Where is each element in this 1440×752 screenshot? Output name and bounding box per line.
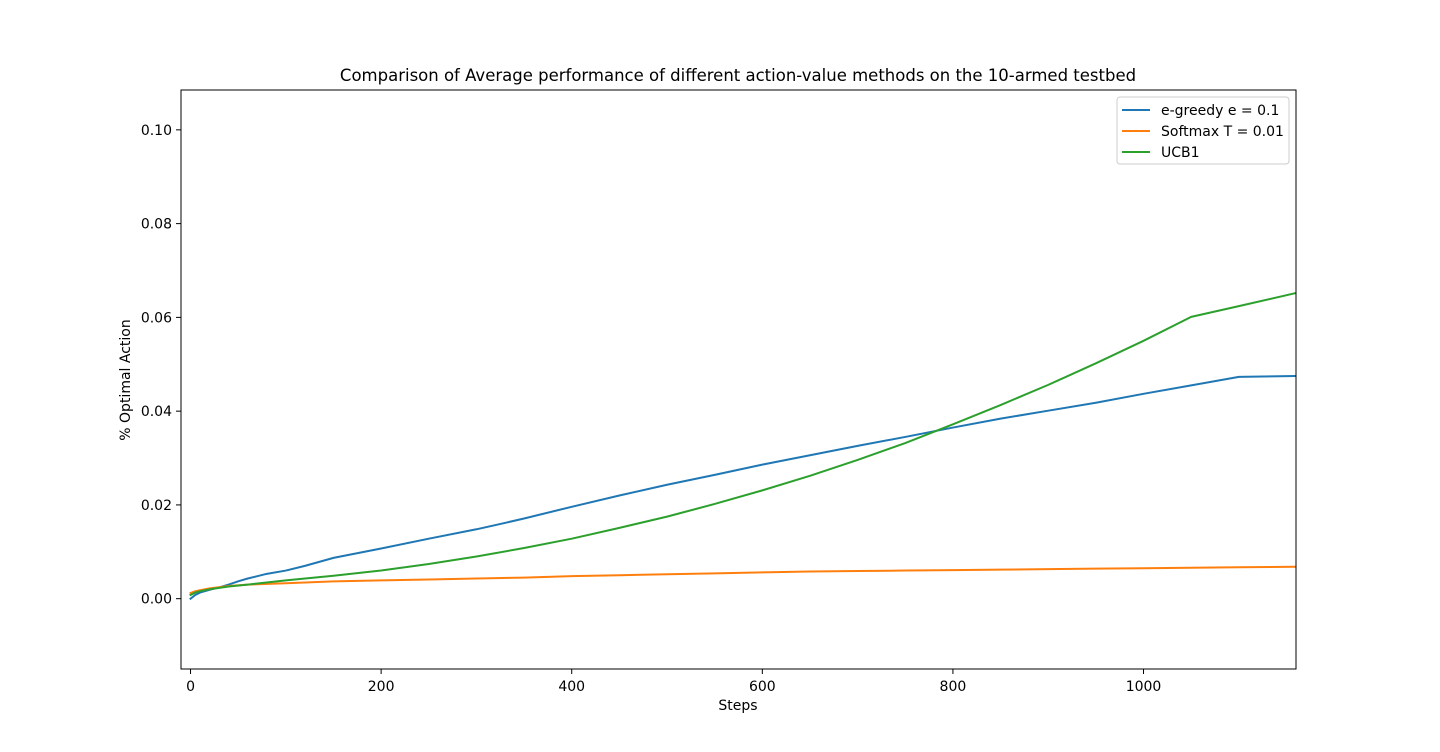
y-tick-label: 0.02: [141, 498, 172, 514]
legend-label: UCB1: [1161, 145, 1200, 161]
legend-entry: Softmax T = 0.01: [1122, 124, 1284, 140]
x-axis-label: Steps: [718, 698, 757, 714]
legend: e-greedy e = 0.1 Softmax T = 0.01 UCB1: [1116, 96, 1290, 165]
chart-title: Comparison of Average performance of dif…: [340, 66, 1136, 85]
legend-entry: UCB1: [1122, 145, 1200, 161]
plot-frame: [180, 89, 1297, 670]
y-tick-label: 0.06: [141, 310, 172, 326]
legend-entry: e-greedy e = 0.1: [1122, 103, 1279, 119]
legend-label: Softmax T = 0.01: [1161, 124, 1284, 140]
x-tick-label: 800: [940, 679, 967, 695]
x-tick-label: 600: [749, 679, 776, 695]
legend-box: [1116, 96, 1290, 165]
y-tick-label: 0.04: [141, 404, 172, 420]
series-line-1: [189, 374, 1296, 601]
x-tick-label: 0: [186, 679, 195, 695]
y-tick-label: 0.08: [141, 217, 172, 233]
y-tick-label: 0.00: [141, 592, 172, 608]
y-tick-label: 0.10: [141, 123, 172, 139]
y-axis-label: % Optimal Action: [118, 319, 134, 440]
plot-area: [180, 89, 1297, 670]
legend-label: e-greedy e = 0.1: [1161, 103, 1279, 119]
x-tick-label: 200: [368, 679, 395, 695]
series-line-3: [189, 291, 1296, 597]
x-tick-label: 400: [558, 679, 585, 695]
series-line-2: [189, 565, 1296, 595]
x-tick-label: 1000: [1126, 679, 1162, 695]
y-axis: 0.00 0.02 0.04 0.06 0.08 0.10: [141, 123, 181, 608]
x-axis: 0 200 400 600 800 1000: [186, 669, 1161, 695]
series-layer: [189, 291, 1296, 601]
